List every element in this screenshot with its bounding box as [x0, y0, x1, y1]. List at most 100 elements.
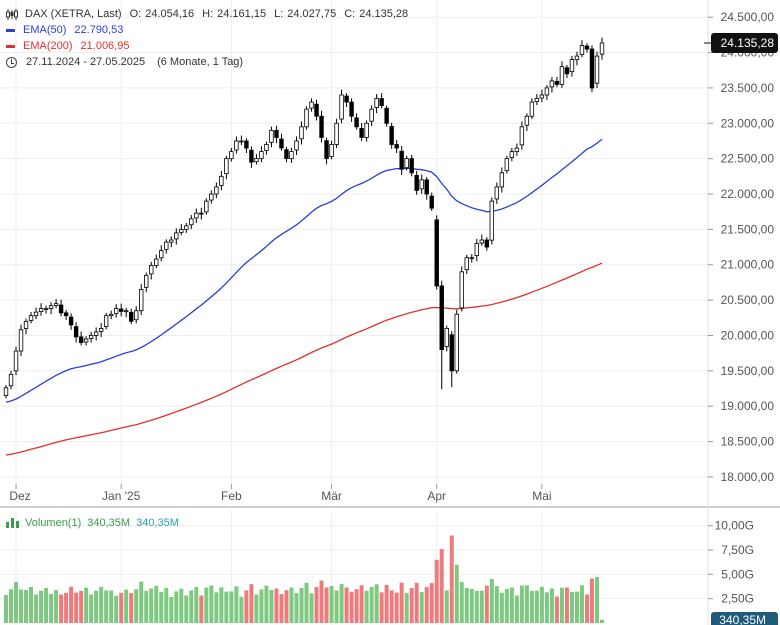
candle-up — [194, 212, 199, 219]
chart-legend: DAX (XETRA, Last) O: 24.054,16 H: 24.161… — [6, 6, 408, 70]
candle-up — [514, 147, 520, 152]
candle-up — [53, 303, 59, 306]
candle-up — [144, 274, 149, 288]
candle-up — [3, 387, 9, 396]
candle-up — [48, 305, 54, 309]
candle-down — [63, 312, 69, 317]
volume-bar — [344, 587, 349, 623]
candle-up — [8, 373, 14, 387]
open-label: O: — [129, 8, 142, 20]
y-tick-label: 22.500,00 — [721, 152, 775, 166]
volume-bar — [600, 619, 604, 623]
candle-up — [18, 329, 24, 352]
volume-bar — [284, 590, 289, 623]
volume-bar — [124, 589, 129, 623]
volume-tick-label: 2,50G — [721, 592, 754, 606]
volume-bar — [149, 588, 154, 623]
candle-down — [379, 98, 384, 107]
ema50-value: 22.790,53 — [74, 24, 124, 36]
ema50-swatch — [6, 28, 15, 32]
volume-bar — [39, 590, 44, 623]
y-tick-label: 21.500,00 — [721, 222, 775, 236]
candle-down — [344, 95, 349, 103]
volume-bar — [419, 592, 424, 623]
ema200-row: EMA(200) 21.006,95 — [6, 38, 408, 54]
candle-up — [189, 218, 194, 226]
volume-bar — [569, 591, 574, 623]
volume-bar — [359, 585, 364, 623]
volume-bar — [484, 585, 489, 623]
volume-bar — [294, 593, 299, 623]
candle-down — [584, 45, 590, 50]
y-tick-label: 22.000,00 — [721, 187, 775, 201]
close-value: 24.135,28 — [359, 8, 409, 20]
last-price-tag — [711, 32, 778, 53]
candle-down — [354, 117, 359, 128]
candle-down — [399, 150, 404, 170]
volume-bar — [489, 578, 494, 623]
y-tick-label: 23.500,00 — [721, 81, 775, 95]
candle-up — [149, 265, 154, 275]
candle-down — [199, 212, 204, 215]
candle-up — [404, 158, 409, 169]
volume-last-label: 340,35M — [719, 613, 766, 625]
candle-down — [589, 48, 595, 89]
candle-up — [43, 308, 49, 310]
volume-bar — [464, 587, 469, 623]
volume-bar — [539, 586, 544, 623]
x-tick-label: Mai — [532, 489, 551, 503]
candle-up — [254, 158, 259, 163]
volume-bar — [314, 587, 319, 623]
candle-down — [249, 149, 254, 163]
clock-icon — [6, 56, 17, 68]
volume-bar — [94, 590, 99, 623]
volume-bar — [274, 588, 279, 623]
y-tick-label: 21.000,00 — [721, 258, 775, 272]
volume-bar — [64, 592, 69, 623]
candle-down — [389, 126, 394, 145]
candle-up — [374, 98, 379, 108]
volume-bar — [579, 585, 584, 623]
volume-bar — [329, 586, 334, 623]
volume-bar — [479, 590, 484, 623]
y-tick-label: 19.000,00 — [721, 399, 775, 413]
candle-up — [179, 228, 184, 233]
volume-bar — [189, 590, 194, 623]
candle-up — [113, 308, 119, 314]
volume-bar — [214, 592, 219, 623]
volume-bar — [439, 549, 444, 623]
candle-up — [23, 320, 29, 329]
ema200-line — [5, 262, 603, 456]
candle-up — [174, 232, 179, 240]
volume-bar — [409, 587, 414, 623]
candle-down — [279, 138, 284, 149]
candle-down — [564, 67, 570, 75]
volume-bar — [444, 590, 449, 623]
volume-bar — [229, 591, 234, 623]
volume-bar — [589, 578, 594, 623]
candle-up — [499, 172, 505, 188]
candle-up — [264, 144, 269, 151]
candle-up — [33, 311, 39, 317]
volume-bar — [334, 590, 339, 623]
candle-up — [489, 200, 495, 241]
open-value: 24.054,16 — [145, 8, 195, 20]
candle-up — [83, 338, 89, 343]
ema200-swatch — [6, 44, 15, 48]
volume-bar — [34, 594, 39, 623]
candle-up — [494, 186, 500, 200]
candle-down — [244, 140, 249, 149]
x-tick-label: Dez — [9, 489, 30, 503]
volume-bar — [414, 582, 419, 623]
candle-down — [394, 144, 399, 149]
candle-down — [434, 219, 439, 287]
candle-up — [369, 108, 374, 122]
candle-up — [13, 350, 19, 372]
candle-up — [98, 327, 104, 332]
volume-bars-group — [4, 535, 604, 623]
candle-down — [58, 304, 64, 314]
volume-bar — [89, 594, 94, 623]
candle-up — [559, 66, 565, 85]
